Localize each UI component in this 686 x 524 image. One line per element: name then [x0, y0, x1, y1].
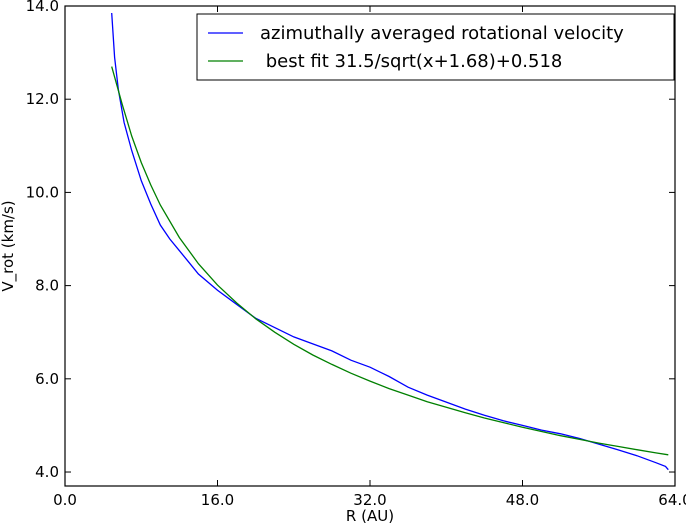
legend-label-azimuthal: azimuthally averaged rotational velocity: [260, 23, 624, 44]
legend: azimuthally averaged rotational velocity…: [196, 13, 675, 81]
y-tick-label: 14.0: [26, 0, 59, 15]
y-axis-label: V_rot (km/s): [0, 200, 18, 291]
y-tick-label: 6.0: [35, 370, 59, 388]
x-tick-label: 16.0: [201, 491, 234, 509]
y-tick-label: 10.0: [26, 183, 59, 201]
x-axis-label: R (AU): [346, 507, 394, 524]
y-tick-label: 4.0: [35, 463, 59, 481]
plot-lines: [111, 12, 669, 471]
x-tick-label: 48.0: [506, 491, 539, 509]
x-tick-label: 32.0: [353, 491, 386, 509]
series-line-best-fit: [111, 66, 669, 456]
axis-ticks: 0.0 16.0 32.0 48.0 64.0 4.0 6.0 8.0 10.0 12.0 14.0: [26, 0, 686, 509]
x-tick-label: 0.0: [53, 491, 77, 509]
series-line-azimuthal: [111, 12, 669, 471]
y-tick-label: 12.0: [26, 90, 59, 108]
legend-label-best-fit: best fit 31.5/sqrt(x+1.68)+0.518: [260, 51, 562, 72]
x-tick-label: 64.0: [658, 491, 686, 509]
y-tick-label: 8.0: [35, 277, 59, 295]
legend-box: [196, 13, 675, 81]
